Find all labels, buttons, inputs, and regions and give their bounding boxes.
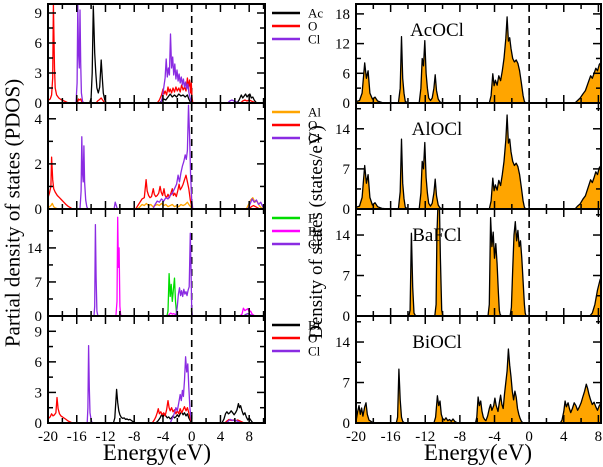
- x-tick-label: 0: [525, 429, 533, 445]
- y-tick-label: 7: [343, 269, 351, 285]
- x-tick-label: -16: [67, 429, 87, 445]
- y-tick-label: 2: [35, 157, 43, 173]
- x-tick-label: 8: [245, 429, 253, 445]
- y-tick-label: 6: [343, 66, 351, 82]
- legend-label-Cl: Cl: [308, 344, 321, 359]
- panel-title-BiOCl: BiOCl: [412, 332, 462, 353]
- panel-title-AlOCl: AlOCl: [412, 119, 463, 140]
- x-tick-label: -16: [381, 429, 401, 445]
- panel-dos-BaFCl: 0 7 14 BaFCl: [335, 208, 602, 325]
- y-tick-label: 9: [35, 324, 43, 340]
- y-tick-label: 0: [343, 202, 351, 218]
- series-O-curve: [48, 396, 265, 423]
- panel-dos-AcOCl: 0 6 12 18 AcOCl: [335, 3, 602, 112]
- x-tick-label: -12: [415, 429, 435, 445]
- y-tick-label: 3: [35, 385, 43, 401]
- y-tick-label: 18: [335, 7, 350, 23]
- legend-label-Bi: Bi: [308, 318, 321, 333]
- panel-title-BaFCl: BaFCl: [412, 225, 462, 246]
- y-tick-label: 7: [343, 376, 351, 392]
- series-total-curve: [356, 209, 601, 316]
- legend-label-O: O: [308, 19, 317, 34]
- panel-frame: [355, 102, 602, 210]
- legend-label-O: O: [308, 118, 317, 133]
- series-O-curve: [48, 4, 265, 103]
- legend-label-O: O: [308, 331, 317, 346]
- left-x-axis-title: Energy(eV): [102, 440, 212, 465]
- x-tick-label: -20: [38, 429, 58, 445]
- legend-label-F: F: [308, 211, 315, 226]
- panel-pdos-AlOCl: 0 2 4 AlOCl: [35, 102, 321, 218]
- series-Ac-curve: [48, 5, 265, 103]
- x-tick-label: -8: [454, 429, 467, 445]
- series-Al-curve: [48, 197, 265, 209]
- legend-label-Cl: Cl: [308, 237, 321, 252]
- panel-pdos-BiOCl: -20 -16 -12 -8 -4 0 4 8 0 3 6 9 BiOCl: [35, 315, 321, 445]
- y-tick-label: 14: [335, 335, 351, 351]
- series-total-curve: [356, 16, 601, 103]
- y-tick-label: 6: [35, 36, 43, 52]
- y-tick-label: 3: [35, 66, 43, 82]
- series-Cl-curve: [48, 4, 265, 103]
- x-tick-label: 0: [188, 429, 196, 445]
- y-tick-label: 0: [35, 309, 43, 325]
- y-tick-label: 12: [335, 37, 350, 53]
- x-tick-label: -4: [157, 429, 170, 445]
- series-O-curve: [48, 156, 265, 209]
- panel-frame: [355, 3, 602, 104]
- y-tick-label: 0: [35, 416, 43, 432]
- x-tick-label: -12: [95, 429, 115, 445]
- legend-label-Ac: Ac: [308, 6, 323, 21]
- panel-frame: [355, 315, 602, 424]
- y-tick-label: 14: [335, 228, 351, 244]
- x-tick-label: -20: [346, 429, 366, 445]
- panel-dos-BiOCl: -20 -16 -12 -8 -4 0 4 8 0 7 14 BiOCl: [335, 315, 603, 445]
- x-tick-label: 4: [217, 429, 225, 445]
- series-Cl-curve: [48, 104, 265, 209]
- y-tick-label: 7: [343, 162, 351, 178]
- y-tick-label: 0: [343, 96, 351, 112]
- x-tick-label: -8: [128, 429, 141, 445]
- y-tick-label: 14: [335, 122, 351, 138]
- right-x-axis-title: Energy(eV): [423, 440, 533, 465]
- series-Bi-curve: [48, 388, 265, 423]
- legend-label-Cl: Cl: [308, 131, 321, 146]
- y-tick-label: 7: [35, 275, 43, 291]
- panel-title-AcOCl: AcOCl: [410, 20, 464, 41]
- left-y-axis-title: Partial density of states (PDOS): [0, 78, 25, 348]
- panel-dos-AlOCl: 0 7 14 AlOCl: [335, 102, 602, 218]
- y-tick-label: 6: [35, 355, 43, 371]
- x-tick-label: 4: [560, 429, 568, 445]
- x-tick-label: 8: [595, 429, 603, 445]
- panel-frame: [47, 208, 266, 317]
- y-tick-label: 0: [343, 416, 351, 432]
- y-tick-label: 0: [35, 96, 43, 112]
- series-total-curve: [356, 114, 601, 209]
- legend-label-Al: Al: [308, 105, 321, 120]
- series-total-curve: [356, 348, 601, 423]
- panel-pdos-AcOCl: 0 3 6 9 AcOCl: [35, 3, 323, 112]
- y-tick-label: 0: [35, 202, 43, 218]
- y-tick-label: 4: [35, 112, 43, 128]
- y-tick-label: 0: [343, 309, 351, 325]
- x-tick-label: -4: [488, 429, 501, 445]
- series-Ba-curve: [48, 216, 265, 316]
- y-tick-label: 14: [27, 241, 43, 257]
- panel-frame: [355, 208, 602, 317]
- legend-label-Ba: Ba: [308, 224, 323, 239]
- panel-frame: [47, 315, 266, 424]
- y-tick-label: 9: [35, 6, 43, 22]
- series-Cl-curve: [48, 223, 265, 316]
- legend-label-Cl: Cl: [308, 32, 321, 47]
- series-F-curve: [48, 273, 265, 316]
- right-y-axis-title: Density of states (states/eV): [306, 125, 327, 339]
